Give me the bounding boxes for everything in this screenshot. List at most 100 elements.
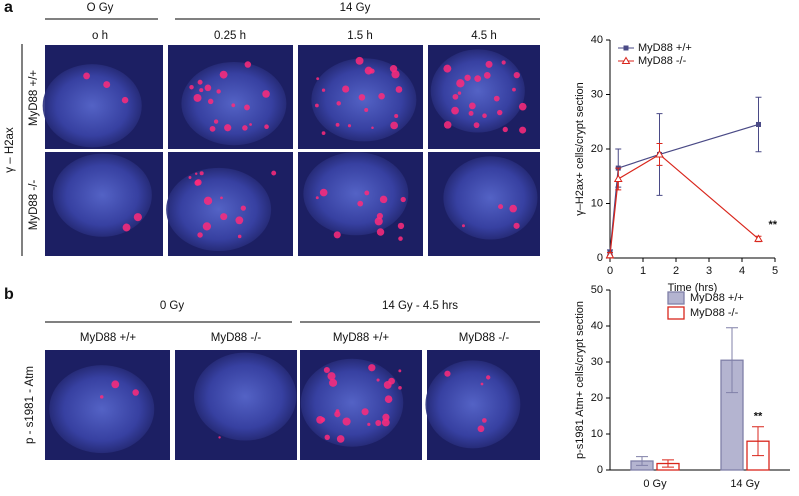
focus [213, 119, 219, 124]
x-tick-label: 5 [772, 265, 778, 277]
nucleus [193, 352, 297, 441]
focus [202, 222, 212, 231]
focus [374, 217, 383, 226]
focus [218, 436, 221, 439]
micrograph [175, 350, 297, 460]
focus [203, 196, 213, 206]
error-bar [636, 456, 648, 466]
group-header: 0 Gy [160, 300, 185, 312]
focus [461, 224, 465, 228]
focus [314, 103, 319, 108]
focus [199, 88, 204, 93]
x-axis-label: Time (hrs) [668, 282, 718, 294]
focus [133, 213, 142, 222]
marker [655, 149, 664, 158]
focus [391, 70, 400, 79]
focus [379, 195, 388, 204]
focus [474, 75, 482, 83]
focus [327, 372, 336, 381]
focus [376, 378, 380, 382]
legend-swatch [667, 291, 685, 305]
focus [111, 380, 120, 389]
focus [477, 425, 485, 433]
focus [371, 126, 374, 129]
annotation: ** [754, 411, 763, 423]
focus [457, 91, 462, 95]
focus [197, 79, 203, 85]
focus [384, 395, 393, 404]
focus [497, 109, 503, 116]
focus [249, 123, 252, 126]
error-bar [752, 426, 764, 457]
focus [367, 422, 371, 426]
panel-label: a [4, 0, 13, 16]
focus [315, 196, 319, 200]
focus [321, 88, 326, 92]
focus [376, 228, 385, 236]
focus [444, 370, 451, 377]
focus [336, 435, 345, 443]
focus [482, 113, 487, 119]
y-tick-label: 0 [597, 464, 603, 476]
focus [320, 417, 326, 423]
focus [231, 103, 236, 108]
x-tick-label: 0 [607, 265, 613, 277]
focus [264, 124, 269, 130]
y-tick-label: 40 [591, 34, 603, 46]
column-header: 1.5 h [347, 30, 373, 42]
legend-marker [621, 56, 631, 64]
legend-swatch [667, 306, 685, 320]
focus [368, 364, 376, 372]
column-header: MyD88 +/+ [80, 332, 137, 344]
focus [207, 98, 214, 105]
x-tick-label: 1 [640, 265, 646, 277]
focus [398, 369, 402, 373]
focus [342, 417, 351, 426]
focus [451, 106, 459, 115]
micrograph [428, 45, 540, 149]
legend-label: MyD88 -/- [638, 55, 687, 67]
column-header: o h [92, 30, 108, 42]
focus [342, 85, 350, 93]
y-tick-label: 20 [591, 143, 603, 155]
focus [122, 223, 131, 232]
x-tick-label: 14 Gy [730, 478, 760, 490]
y-tick-label: 10 [591, 428, 603, 440]
panel-label: b [4, 286, 14, 303]
micrograph [425, 350, 540, 460]
focus [219, 70, 228, 79]
focus [209, 125, 216, 132]
marker [605, 250, 615, 259]
group-header: 14 Gy - 4.5 hrs [382, 300, 458, 312]
micrograph [300, 350, 422, 460]
y-tick-label: 20 [591, 392, 603, 404]
focus [364, 108, 369, 113]
focus [121, 96, 129, 104]
focus [235, 216, 244, 225]
focus [483, 71, 491, 79]
marker [754, 234, 763, 242]
focus [220, 196, 223, 200]
series-line [609, 153, 759, 256]
legend-label: MyD88 -/- [690, 307, 739, 319]
focus [99, 395, 104, 399]
focus [397, 222, 405, 230]
focus [468, 110, 474, 116]
focus [486, 375, 491, 380]
focus [498, 204, 504, 210]
focus [194, 179, 201, 186]
column-header: 4.5 h [471, 30, 497, 42]
focus [468, 102, 476, 110]
focus [244, 61, 252, 68]
focus [502, 126, 508, 133]
focus [319, 188, 328, 197]
focus [188, 176, 192, 179]
focus [189, 84, 194, 90]
y-tick-label: 50 [591, 284, 603, 296]
x-tick-label: 3 [706, 265, 712, 277]
group-header: 14 Gy [340, 2, 371, 14]
focus [518, 102, 527, 111]
focus [388, 377, 395, 385]
focus [83, 72, 90, 80]
focus [271, 170, 277, 176]
